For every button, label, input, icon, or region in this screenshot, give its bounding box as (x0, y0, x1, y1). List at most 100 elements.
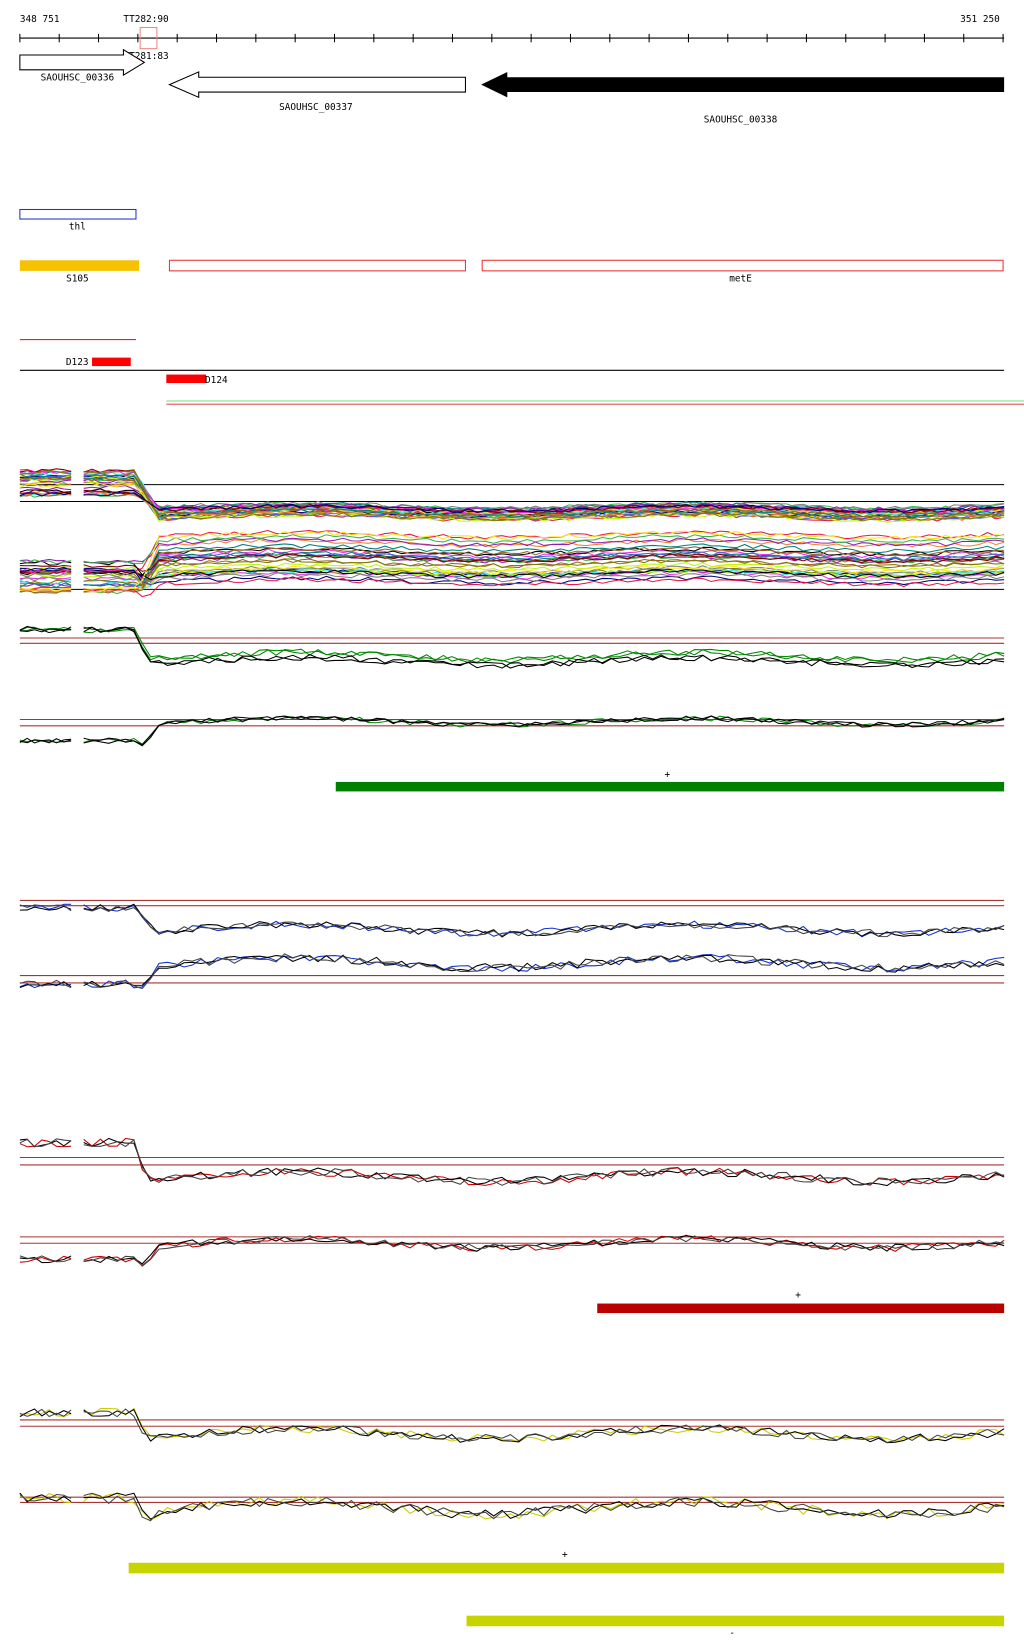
trace (83, 715, 1005, 746)
trace (19, 582, 72, 587)
gene-label: SAOUHSC_00336 (41, 72, 115, 83)
feature-box (168, 259, 466, 272)
trace (19, 489, 72, 493)
trace (83, 476, 1005, 518)
trace (19, 572, 72, 578)
trace (19, 476, 72, 480)
trace (83, 469, 1005, 515)
trace (19, 1408, 72, 1418)
trace (83, 1137, 1005, 1186)
trace (19, 626, 72, 633)
ruler-marker: TT282:90 (123, 14, 169, 25)
trace (19, 981, 72, 988)
trace (19, 625, 72, 634)
trace (83, 626, 1005, 669)
trace (83, 564, 1005, 591)
trace (83, 534, 1005, 564)
ruler-marker-2: TT281:83 (123, 51, 168, 62)
strand-bar (335, 781, 1005, 792)
trace (19, 470, 72, 475)
feature-label: thl (69, 222, 86, 233)
trace (83, 476, 1005, 523)
trace (83, 1492, 1005, 1522)
trace (19, 491, 72, 497)
trace (83, 562, 1005, 579)
trace (83, 626, 1005, 664)
trace (83, 626, 1005, 664)
trace (19, 579, 72, 585)
trace (19, 588, 72, 592)
trace (19, 470, 72, 475)
trace (83, 953, 1005, 990)
trace (19, 569, 72, 575)
strand-bars: + + + - (128, 770, 1005, 1639)
trace (83, 491, 1005, 514)
trace (83, 569, 1005, 586)
terminators: D123 D124 (19, 339, 1024, 405)
trace (83, 551, 1005, 587)
gene-arrow (168, 71, 466, 99)
trace (83, 471, 1005, 512)
trace (83, 715, 1005, 745)
ruler-start: 348 751 (20, 14, 60, 25)
trace (83, 553, 1005, 572)
trace (19, 468, 72, 474)
feature-box (19, 260, 140, 271)
feature-box (19, 208, 137, 220)
ruler: 348 751 TT282:90 351 250 TT281:83 (19, 14, 1005, 62)
strand-label: + (664, 770, 670, 781)
gene-arrow (481, 71, 1005, 98)
trace (19, 1493, 72, 1502)
trace (83, 560, 1005, 581)
trace (19, 586, 72, 592)
trace (83, 478, 1005, 513)
strand-label: + (562, 1549, 568, 1560)
trace (19, 558, 72, 564)
trace (83, 548, 1005, 582)
expression-traces (19, 468, 1005, 1522)
trace (83, 1138, 1005, 1186)
trace (83, 558, 1005, 586)
terminator-label: D124 (205, 375, 228, 386)
trace (83, 543, 1005, 587)
feature-label: S105 (66, 273, 89, 284)
trace (19, 1138, 72, 1148)
ruler-end: 351 250 (960, 14, 1000, 25)
trace (19, 559, 72, 565)
trace (19, 904, 72, 912)
trace (19, 567, 72, 572)
trace (83, 470, 1005, 522)
trace (83, 1492, 1005, 1521)
trace (19, 483, 72, 488)
trace (83, 904, 1005, 938)
trace (19, 573, 72, 578)
trace (19, 1139, 72, 1148)
strand-bar (597, 1303, 1005, 1314)
trace (83, 546, 1005, 594)
trace (83, 537, 1005, 564)
gene-label: SAOUHSC_00337 (279, 102, 353, 113)
trace (83, 530, 1005, 593)
gene-arrow (19, 48, 146, 77)
trace (83, 954, 1005, 988)
trace (19, 1255, 72, 1263)
trace (19, 738, 72, 744)
trace (19, 979, 72, 989)
trace (19, 903, 72, 910)
trace (83, 626, 1005, 669)
strand-bar (466, 1615, 1005, 1627)
trace (19, 1409, 72, 1417)
genes: SAOUHSC_00336 SAOUHSC_00337 SAOUHSC_0033… (19, 48, 1005, 126)
strand-label: + (795, 1290, 801, 1301)
trace (19, 486, 72, 491)
features: thl S105 metE (19, 208, 1004, 284)
trace (19, 905, 72, 911)
trace (83, 1235, 1005, 1267)
trace (19, 1255, 72, 1263)
trace (83, 577, 1005, 598)
terminator (92, 357, 131, 367)
terminator (166, 374, 207, 384)
strand-label: - (729, 1628, 735, 1639)
